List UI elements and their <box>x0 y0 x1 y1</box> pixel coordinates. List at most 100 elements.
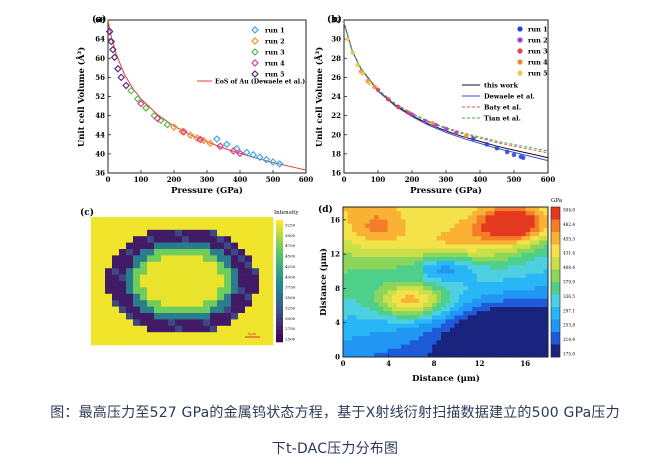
colorbar-segment <box>276 285 283 290</box>
pressure-cell <box>485 277 491 283</box>
pressure-cell <box>343 298 348 304</box>
pressure-cell <box>432 294 437 300</box>
legend-label: EoS of Au (Dewaele et al.) <box>215 79 305 86</box>
pressure-cell <box>458 336 464 341</box>
intensity-cell <box>238 281 246 288</box>
intensity-cell <box>112 313 120 320</box>
pressure-cell <box>356 298 362 304</box>
pressure-cell <box>521 257 527 262</box>
pressure-cell <box>405 257 411 262</box>
pressure-cell <box>445 240 451 245</box>
intensity-cell <box>119 268 127 275</box>
pressure-cell <box>530 269 535 275</box>
pressure-cell <box>432 236 437 241</box>
intensity-cell <box>224 300 232 307</box>
pressure-cell <box>525 282 531 287</box>
pressure-cell <box>534 332 540 337</box>
pressure-cell <box>432 240 437 245</box>
pressure-cell <box>427 257 433 262</box>
pressure-cell <box>530 327 535 333</box>
pressure-cell <box>436 236 442 241</box>
intensity-cell <box>210 293 218 301</box>
pressure-cell <box>400 307 406 312</box>
pressure-cell <box>498 286 504 291</box>
pressure-cell <box>369 298 375 304</box>
pressure-cell <box>543 323 549 329</box>
pressure-cell <box>351 277 357 283</box>
pressure-cell <box>454 307 460 312</box>
pressure-cell <box>360 277 366 283</box>
pressure-cell <box>512 248 518 254</box>
intensity-cell <box>196 261 204 269</box>
pressure-cell <box>405 232 411 237</box>
pressure-cell <box>490 227 495 233</box>
pressure-cell <box>423 232 429 237</box>
pressure-cell <box>481 315 486 320</box>
pressure-cell <box>449 307 455 312</box>
pressure-cell <box>369 265 375 270</box>
pressure-cell <box>512 240 518 245</box>
colorbar-segment <box>276 256 283 261</box>
pressure-cell <box>441 323 446 329</box>
pressure-cell <box>507 269 513 275</box>
pressure-cell <box>351 352 357 358</box>
pressure-cell <box>490 327 495 333</box>
pressure-cell <box>356 244 362 250</box>
colorbar-segment <box>276 281 283 286</box>
data-point <box>216 142 225 151</box>
pressure-cell <box>365 248 371 254</box>
pressure-cell <box>481 282 486 287</box>
pressure-cell <box>347 348 353 354</box>
pressure-cell <box>409 240 415 245</box>
pressure-cell <box>423 227 429 233</box>
pressure-cell <box>445 294 451 300</box>
pressure-cell <box>534 302 540 308</box>
pressure-cell <box>445 319 451 325</box>
colorbar-segment <box>551 307 560 320</box>
intensity-cell <box>105 255 113 263</box>
pressure-cell <box>396 348 402 354</box>
pressure-cell <box>396 265 402 270</box>
pressure-cell <box>343 223 348 229</box>
pressure-cell <box>432 261 437 266</box>
intensity-cell <box>154 229 162 237</box>
pressure-cell <box>481 352 486 358</box>
intensity-cell <box>266 242 274 250</box>
pressure-cell <box>498 252 504 258</box>
pressure-cell <box>463 240 469 245</box>
pressure-cell <box>539 336 544 341</box>
pressure-cell <box>507 319 513 325</box>
data-point <box>484 142 490 147</box>
intensity-cell <box>133 242 141 250</box>
pressure-cell <box>512 261 518 266</box>
pressure-cell <box>436 298 442 304</box>
intensity-cell <box>252 313 260 320</box>
intensity-cell <box>259 338 267 346</box>
pressure-cell <box>512 257 518 262</box>
intensity-cell <box>266 332 274 339</box>
intensity-cell <box>140 223 148 231</box>
pressure-cell <box>343 282 348 287</box>
pressure-cell <box>387 269 393 275</box>
pressure-cell <box>467 302 473 308</box>
pressure-cell <box>521 332 527 337</box>
pressure-cell <box>467 277 473 283</box>
intensity-cell <box>91 261 99 269</box>
pressure-cell <box>467 269 473 275</box>
intensity-cell <box>182 236 190 243</box>
intensity-cell <box>224 261 232 269</box>
pressure-cell <box>414 236 420 241</box>
pressure-cell <box>360 327 366 333</box>
pressure-cell <box>507 219 513 225</box>
pressure-cell <box>365 261 371 266</box>
pressure-cell <box>409 261 415 266</box>
pressure-cell <box>521 348 527 354</box>
intensity-cell <box>259 274 267 282</box>
pressure-cell <box>543 311 549 316</box>
colorbar-tick-label: 3000 <box>285 316 296 321</box>
pressure-cell <box>400 298 406 304</box>
pressure-cell <box>427 319 433 325</box>
pressure-cell <box>383 340 388 345</box>
pressure-cell <box>525 252 531 258</box>
intensity-cell <box>147 249 155 256</box>
